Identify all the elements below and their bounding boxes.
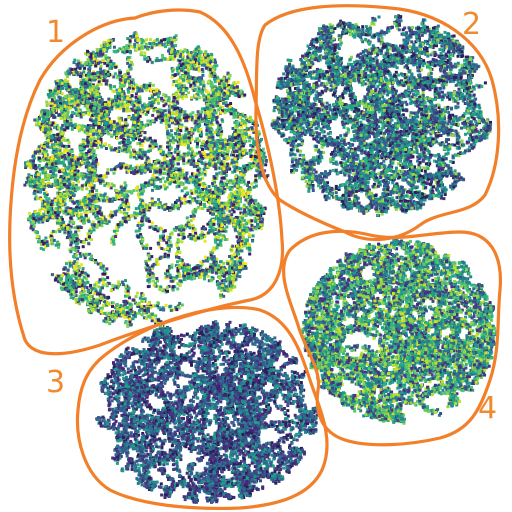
region-1-cells: [23, 31, 270, 331]
region-4-label: 4: [478, 391, 497, 426]
region-4-cells: [301, 238, 498, 425]
region-3-outline: [75, 305, 329, 511]
region-2-label: 2: [462, 7, 481, 42]
region-2-outline: [254, 4, 501, 242]
region-1-outline: [8, 8, 285, 356]
region-1-label: 1: [46, 15, 65, 50]
region-4-outline: [282, 229, 503, 447]
region-3-label: 3: [46, 365, 65, 400]
region-2-cells: [270, 14, 493, 217]
region-3-cells: [95, 320, 319, 504]
